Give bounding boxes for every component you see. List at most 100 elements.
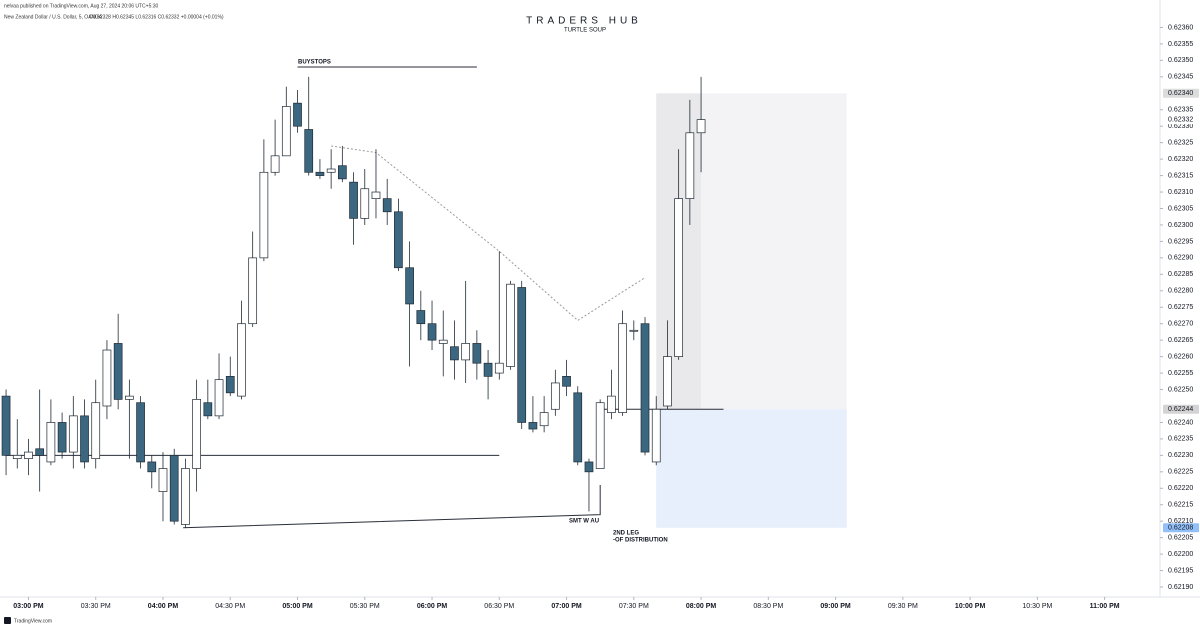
x-tick-label: 04:00 PM	[148, 603, 179, 610]
candle-body	[494, 362, 504, 374]
candle-body	[506, 283, 515, 367]
x-tick-label: 03:00 PM	[13, 603, 44, 610]
y-tick-label: 0.62285	[1168, 271, 1193, 278]
logo	[4, 617, 11, 624]
candle-body	[371, 191, 381, 199]
footer: TradingView.com	[14, 618, 52, 624]
candle-body	[427, 323, 437, 341]
y-tick-label: 0.62360	[1168, 24, 1193, 31]
published-note: nelvaa published on TradingView.com, Aug…	[4, 3, 159, 9]
y-tick-label: 0.62320	[1168, 156, 1193, 163]
axes: 0.621900.621950.622000.622050.622100.622…	[13, 24, 1199, 610]
candle-body	[1, 395, 11, 456]
y-tick-label: 0.62200	[1168, 551, 1193, 558]
candle-body	[483, 362, 493, 377]
candle-body	[192, 399, 201, 469]
candle-body	[259, 171, 269, 259]
candle-body	[248, 257, 258, 325]
x-tick-label: 05:30 PM	[350, 603, 380, 610]
candle-body	[304, 129, 314, 173]
y-tick-label: 0.62230	[1168, 452, 1193, 459]
y-tick-label: 0.62355	[1168, 41, 1193, 48]
candle-body	[35, 448, 45, 456]
candle-body	[528, 422, 538, 430]
candle-body	[696, 119, 706, 134]
candle-body	[203, 402, 213, 417]
candle-body	[640, 323, 650, 453]
candle-body	[225, 376, 235, 394]
candle-body	[663, 356, 672, 407]
y-tick-label: 0.62240	[1168, 419, 1193, 426]
candle-body	[674, 198, 683, 357]
y-tick-label: 0.62345	[1168, 74, 1193, 81]
candle-body	[618, 323, 627, 413]
y-tick-label: 0.62315	[1168, 172, 1193, 179]
candle-body	[270, 155, 280, 173]
candle-body	[562, 376, 571, 387]
y-tick-label: 0.62280	[1168, 288, 1193, 295]
x-tick-label: 10:30 PM	[1022, 603, 1052, 610]
x-tick-label: 08:00 PM	[686, 603, 717, 610]
candle-body	[450, 346, 459, 361]
y-tick-label: 0.62305	[1168, 205, 1193, 212]
drawing-line	[183, 484, 601, 529]
candle-body	[158, 468, 168, 492]
y-tick-label: 0.62295	[1168, 238, 1193, 245]
y-tick-label: 0.62225	[1168, 469, 1193, 476]
annotation: 2ND LEG	[613, 531, 639, 537]
y-tick-label: 0.62250	[1168, 386, 1193, 393]
y-tick-label: 0.62350	[1168, 57, 1193, 64]
candle-body	[472, 343, 482, 364]
candle-body	[281, 106, 291, 157]
symbol: New Zealand Dollar / U.S. Dollar, 5, OAN…	[4, 14, 103, 20]
candle-body	[685, 132, 695, 199]
price-label: 0.62332	[1168, 116, 1193, 123]
candle-body	[237, 323, 246, 397]
price-label: 0.62244	[1168, 406, 1193, 413]
plot	[1, 66, 724, 529]
candle-body	[326, 168, 336, 173]
candle-body	[360, 188, 370, 219]
candle-body	[24, 451, 33, 460]
candle-body	[461, 343, 471, 361]
candle-body	[125, 395, 134, 400]
candle-body	[550, 382, 560, 410]
candle-body	[46, 422, 56, 463]
candle-body	[539, 412, 549, 427]
price-label: 0.62208	[1168, 525, 1193, 532]
candle-body	[382, 198, 392, 213]
x-tick-label: 05:00 PM	[282, 603, 313, 610]
y-tick-label: 0.62220	[1168, 485, 1193, 492]
y-tick-label: 0.62215	[1168, 502, 1193, 509]
candle-body	[113, 343, 123, 400]
candle-body	[349, 181, 358, 219]
candle-body	[584, 461, 594, 473]
candle-body	[416, 310, 426, 325]
candle-body	[57, 422, 67, 453]
x-tick-label: 10:00 PM	[955, 603, 986, 610]
candle-body	[651, 408, 661, 463]
y-tick-label: 0.62290	[1168, 255, 1193, 262]
price-label-box	[1163, 88, 1199, 98]
y-tick-label: 0.62325	[1168, 140, 1193, 147]
x-tick-label: 07:00 PM	[551, 603, 582, 610]
chart-subtitle: TURTLE SOUP	[564, 28, 606, 34]
price-label-box	[1163, 404, 1199, 414]
candle-body	[12, 455, 22, 460]
annotation: SMT W AU	[569, 519, 599, 525]
candle-body	[293, 102, 302, 127]
candle-body	[438, 339, 448, 344]
price-label-box	[1163, 523, 1199, 533]
candle-body	[80, 415, 89, 463]
y-tick-label: 0.62310	[1168, 189, 1193, 196]
chart-title: TRADERS HUB	[526, 16, 642, 27]
y-tick-label: 0.62335	[1168, 107, 1193, 114]
candle-body	[91, 402, 101, 460]
y-tick-label: 0.62275	[1168, 304, 1193, 311]
candle-body	[573, 392, 583, 463]
profit-zone	[701, 93, 847, 410]
stop-zone	[656, 409, 847, 528]
x-tick-label: 04:30 PM	[215, 603, 245, 610]
